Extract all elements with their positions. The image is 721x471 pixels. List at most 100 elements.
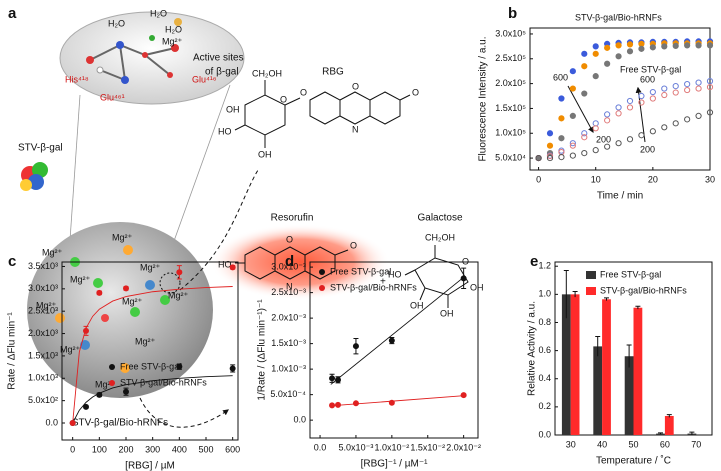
legend-marker <box>109 364 115 370</box>
x-axis-label: Time / min <box>597 191 643 202</box>
fluorescence-glow <box>210 224 390 300</box>
data-point <box>604 111 611 118</box>
data-point <box>335 376 341 383</box>
bubble-title: Active sites <box>193 53 244 64</box>
data-point <box>569 68 576 75</box>
data-point <box>649 88 656 96</box>
data-point <box>229 365 236 372</box>
x-tick-label: 600 <box>225 444 240 454</box>
y-tick-label: 2.5x10⁵ <box>495 53 526 63</box>
annotation-arrow <box>567 85 594 134</box>
y-tick-label: 5.0x10⁴ <box>495 152 526 162</box>
error-bar <box>689 431 695 435</box>
y-axis-label: Relative Activity / a.u. <box>527 301 538 396</box>
y-tick-label: 0.2 <box>538 401 551 411</box>
atom-label: HO <box>388 269 402 279</box>
product-label: Resorufin <box>271 213 314 224</box>
data-point <box>329 402 336 409</box>
water-label: H₂O <box>165 24 182 34</box>
x-tick-label: 50 <box>628 439 638 449</box>
bar <box>633 307 643 435</box>
data-point <box>581 130 588 137</box>
data-point <box>329 375 336 382</box>
plot-frame <box>61 261 239 441</box>
legend-label: Free STV-β-gal <box>330 266 391 276</box>
x-tick-label: 200 <box>118 444 133 454</box>
data-point <box>672 89 679 96</box>
data-point <box>592 73 599 80</box>
data-point <box>626 48 634 55</box>
annotation: 200 <box>640 144 655 154</box>
atoms <box>86 18 182 84</box>
data-point <box>83 403 89 410</box>
data-point <box>706 42 714 49</box>
atom-label: N <box>286 281 293 291</box>
dashed-arrow <box>179 169 259 291</box>
data-point <box>615 140 622 147</box>
data-point <box>615 104 622 111</box>
x-tick-label: 0.0 <box>314 442 327 452</box>
data-point <box>96 391 103 398</box>
bar <box>624 356 634 435</box>
data-point <box>460 275 467 282</box>
data-point <box>661 85 668 92</box>
legend-swatch <box>586 287 596 295</box>
enzyme-label: STV-β-gal <box>18 143 63 154</box>
atom-label: HO <box>218 126 232 136</box>
atom-label: N <box>352 124 359 134</box>
data-point <box>592 43 599 50</box>
data-point <box>558 153 565 161</box>
mg-label: Mg²⁺ <box>112 232 132 242</box>
y-tick-label: 1.0x10⁻³ <box>271 364 306 374</box>
y-tick-label: 2.5x10⁻³ <box>271 287 306 297</box>
data-point <box>626 41 634 48</box>
data-point <box>672 82 679 90</box>
x-tick-label: 400 <box>172 444 187 454</box>
zoom-circle <box>159 272 181 294</box>
atom-label: CH₂OH <box>425 232 455 242</box>
data-point <box>558 95 565 102</box>
y-tick-label: 0.4 <box>538 373 551 383</box>
annotation: 600 <box>640 74 655 84</box>
annotation: STV-β-gal/Bio-hRNFs <box>575 12 662 22</box>
water-label: H₂O <box>150 8 167 18</box>
data-point <box>638 92 645 100</box>
data-point <box>558 115 565 122</box>
data-point <box>649 95 656 102</box>
error-bar <box>563 269 569 319</box>
atom-label: O <box>286 234 293 244</box>
data-point <box>352 343 359 350</box>
data-point <box>615 110 622 117</box>
y-tick-label: 1.0x10³ <box>28 373 58 383</box>
active-site-bubble <box>59 11 245 105</box>
bar <box>561 294 571 435</box>
y-tick-label: 3.5x10³ <box>28 261 58 271</box>
legend-marker <box>319 285 325 291</box>
mg-label: Mg²⁺ <box>135 336 155 346</box>
plot-frame <box>529 27 711 171</box>
bar <box>593 346 603 435</box>
water-label: H₂O <box>108 18 125 28</box>
atom-label: OH <box>470 282 484 292</box>
x-tick-label: 500 <box>198 444 213 454</box>
y-tick-label: 2.0x10⁵ <box>495 78 526 88</box>
data-point <box>546 152 554 160</box>
y-tick-label: 2.5x10³ <box>28 306 58 316</box>
data-point <box>592 50 599 57</box>
data-point <box>569 140 576 147</box>
data-point <box>661 124 668 131</box>
data-point <box>638 40 645 47</box>
y-tick-label: 0.0 <box>538 429 551 439</box>
annotation: Free STV-β-gal <box>620 64 681 74</box>
data-point <box>695 79 702 86</box>
data-point <box>592 120 599 127</box>
data-point <box>638 132 645 139</box>
x-axis-label: [RBG]⁻¹ / µM⁻¹ <box>361 459 429 470</box>
x-tick-label: 1.5x10⁻² <box>410 442 445 452</box>
sugar-label: Galactose <box>417 213 462 224</box>
legend-marker <box>319 269 325 275</box>
plus-sign: + <box>380 277 386 288</box>
rbg-structure <box>234 80 411 148</box>
data-point <box>706 83 714 91</box>
